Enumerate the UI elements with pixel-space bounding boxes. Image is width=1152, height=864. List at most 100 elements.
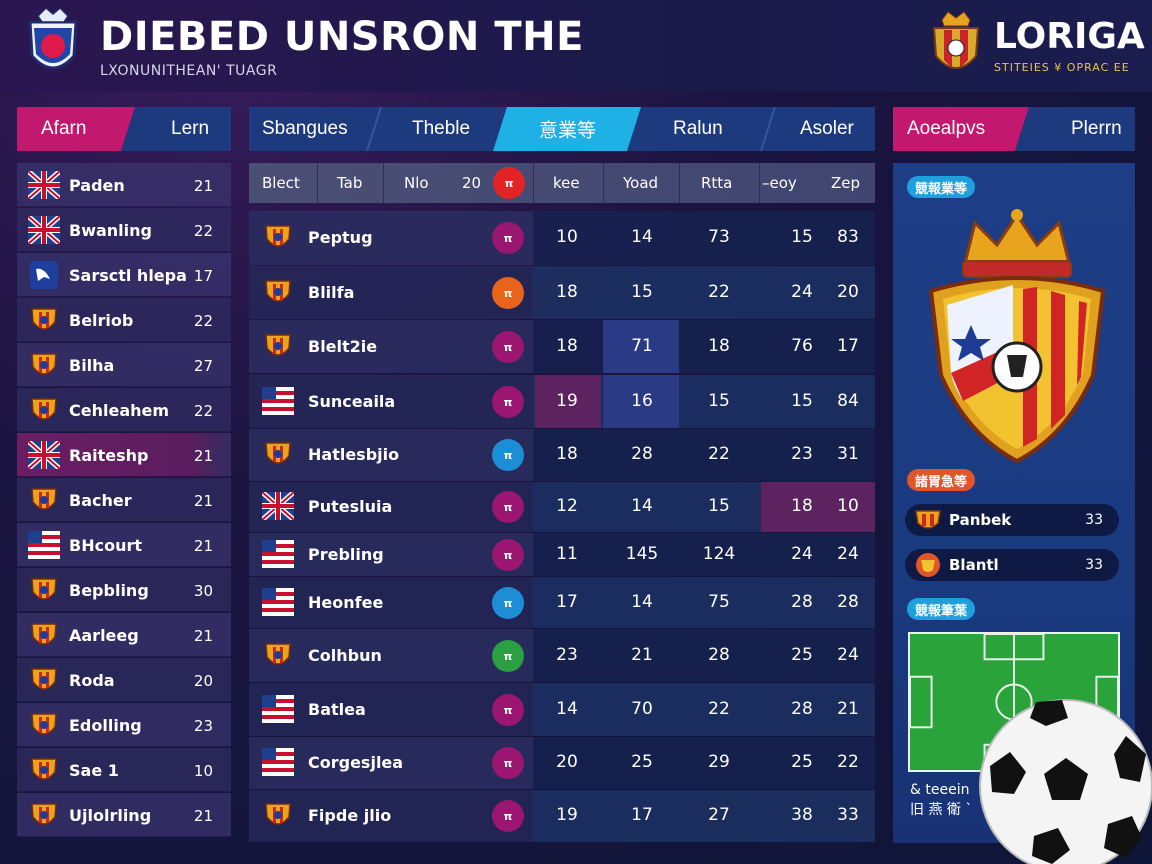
status-badge[interactable]: π — [492, 539, 524, 571]
table-row[interactable]: Peptug π 10 14 73 15 83 — [249, 211, 875, 265]
team-name: Bacher — [69, 491, 132, 510]
list-item[interactable]: Aarleeg 21 — [17, 613, 231, 657]
status-badge[interactable]: π — [492, 587, 524, 619]
team-points: 30 — [193, 582, 213, 600]
tab-right-2[interactable]: Plerrn — [1071, 118, 1122, 139]
tab-main-1[interactable]: Sbangues — [262, 118, 348, 139]
player-row[interactable]: Panbek 33 — [905, 504, 1119, 536]
column-header[interactable]: Blect — [262, 174, 300, 192]
table-row[interactable]: Prebling π 11 145 124 24 24 — [249, 533, 875, 576]
status-badge[interactable]: π — [492, 800, 524, 832]
flag-icon — [262, 540, 294, 570]
flag-icon — [262, 748, 294, 778]
table-row[interactable]: Colhbun π 23 21 28 25 24 — [249, 629, 875, 682]
stat-cell: 23 — [791, 444, 813, 464]
row-bg — [249, 683, 533, 736]
list-item[interactable]: Paden 21 — [17, 163, 231, 207]
table-row[interactable]: Sunceaila π 19 16 15 15 84 — [249, 375, 875, 428]
list-item[interactable]: BHcourt 21 — [17, 523, 231, 567]
list-item[interactable]: Roda 20 — [17, 658, 231, 702]
column-header[interactable]: Tab — [337, 174, 363, 192]
status-badge[interactable]: π — [492, 331, 524, 363]
stat-cell: 84 — [837, 391, 859, 411]
tab-main-4[interactable]: Ralun — [673, 118, 723, 139]
soccer-ball-icon — [979, 699, 1152, 864]
status-badge[interactable]: π — [492, 747, 524, 779]
table-row[interactable]: Corgesjlea π 20 25 29 25 22 — [249, 737, 875, 789]
highlight-cell — [603, 320, 679, 373]
header-bar: DIEBED UNSRON THE LXONUNITHEAN' TUAGR LO… — [0, 0, 1152, 92]
status-badge[interactable]: π — [492, 491, 524, 523]
stat-cell: 20 — [556, 752, 578, 772]
stat-cell: 83 — [837, 227, 859, 247]
player-name: Panbek — [949, 511, 1012, 529]
row-bg — [249, 790, 533, 842]
table-row[interactable]: Batlea π 14 70 22 28 21 — [249, 683, 875, 736]
status-badge[interactable]: π — [492, 222, 524, 254]
team-name: Belriob — [69, 311, 134, 330]
column-header[interactable]: Yoad — [623, 174, 659, 192]
stat-cell: 18 — [791, 496, 813, 516]
list-item[interactable]: Raiteshp 21 — [17, 433, 231, 477]
tab-left-1[interactable]: Afarn — [41, 118, 87, 139]
tab-right-1[interactable]: Aoealpvs — [907, 118, 986, 139]
left-tabs-bg — [17, 107, 231, 151]
stat-cell: 22 — [708, 444, 730, 464]
uk-flag-icon — [26, 439, 62, 471]
column-header[interactable]: kee — [553, 174, 580, 192]
list-item[interactable]: Ujlolrling 21 — [17, 793, 231, 837]
player-row[interactable]: Blantl 33 — [905, 549, 1119, 581]
stat-cell: 70 — [631, 699, 653, 719]
header-divider — [603, 163, 604, 203]
table-row[interactable]: Hatlesbjio π 18 28 22 23 31 — [249, 429, 875, 481]
player-name: Blantl — [949, 556, 999, 574]
status-badge[interactable]: π — [492, 439, 524, 471]
team-name: Sunceaila — [308, 392, 396, 411]
list-item[interactable]: Bilha 27 — [17, 343, 231, 387]
sort-badge-icon[interactable]: π — [493, 167, 525, 199]
tab-main-5[interactable]: Asoler — [800, 118, 854, 139]
row-bg — [249, 375, 533, 428]
list-item[interactable]: Edolling 23 — [17, 703, 231, 747]
tab-main-3[interactable]: 意業等 — [539, 120, 597, 142]
team-name: Sae 1 — [69, 761, 119, 780]
table-row[interactable]: Blelt2ie π 18 71 18 76 17 — [249, 320, 875, 373]
table-row[interactable]: Putesluia π 12 14 15 18 10 — [249, 482, 875, 532]
table-row[interactable]: Heonfee π 17 14 75 28 28 — [249, 577, 875, 628]
club-crest-icon — [262, 801, 294, 831]
column-header[interactable]: –eoy — [762, 174, 797, 192]
list-item[interactable]: Bwanling 22 — [17, 208, 231, 252]
stat-cell: 15 — [708, 496, 730, 516]
header-divider — [383, 163, 384, 203]
team-list: Paden 21 Bwanling 22 Sarsctl hlepa 17 Belriob 2… — [17, 163, 231, 843]
stat-cell: 17 — [556, 592, 578, 612]
club-crest-icon — [28, 756, 60, 784]
row-bg — [249, 533, 533, 576]
status-badge[interactable]: π — [492, 386, 524, 418]
team-name: Corgesjlea — [308, 753, 404, 772]
row-bg — [533, 790, 875, 842]
tab-main-2[interactable]: Theble — [412, 118, 471, 139]
flag-icon — [262, 387, 294, 417]
status-badge[interactable]: π — [492, 277, 524, 309]
column-header[interactable]: 20 — [462, 174, 482, 192]
column-header[interactable]: Nlo — [404, 174, 429, 192]
club-crest-icon — [262, 278, 294, 308]
list-item[interactable]: Bepbling 30 — [17, 568, 231, 612]
table-row[interactable]: Fipde jlio π 19 17 27 38 33 — [249, 790, 875, 842]
stat-cell: 25 — [791, 752, 813, 772]
list-item[interactable]: Sae 1 10 — [17, 748, 231, 792]
status-badge[interactable]: π — [492, 694, 524, 726]
row-bg — [249, 737, 533, 789]
table-row[interactable]: Blilfa π 18 15 22 24 20 — [249, 266, 875, 319]
column-header[interactable]: Rtta — [701, 174, 733, 192]
list-item[interactable]: Sarsctl hlepa 17 — [17, 253, 231, 297]
list-item[interactable]: Belriob 22 — [17, 298, 231, 342]
team-name: Bepbling — [69, 581, 149, 600]
status-badge[interactable]: π — [492, 640, 524, 672]
column-header[interactable]: Zep — [831, 174, 861, 192]
list-item[interactable]: Bacher 21 — [17, 478, 231, 522]
list-item[interactable]: Cehleahem 22 — [17, 388, 231, 432]
tab-left-2[interactable]: Lern — [171, 118, 210, 139]
right-tabs-bg — [893, 107, 1135, 151]
